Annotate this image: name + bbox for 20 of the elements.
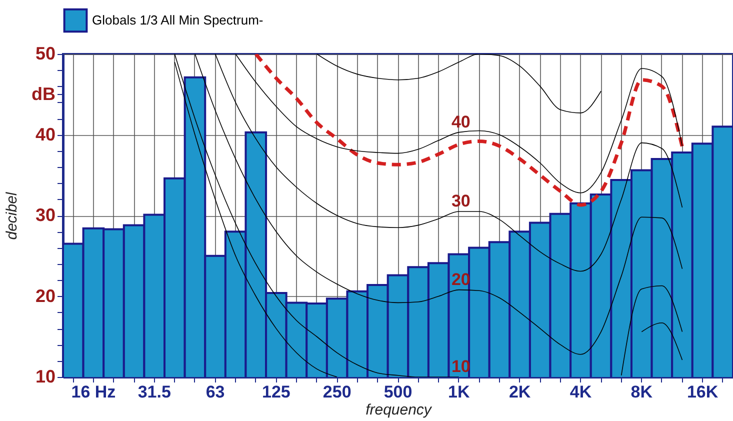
x-tick-label: 16K — [686, 382, 719, 402]
y-axis-title: decibel — [4, 192, 21, 240]
x-tick-label: 16 Hz — [71, 382, 116, 402]
x-tick-label: 500 — [384, 382, 412, 402]
y-tick-label: 40 — [35, 124, 56, 144]
y-tick-label: 20 — [35, 286, 56, 306]
x-tick-label: 31.5 — [138, 382, 171, 402]
x-tick-label: 125 — [262, 382, 290, 402]
x-tick-label: 1K — [448, 382, 470, 402]
x-tick-label: 250 — [322, 382, 352, 402]
x-axis-title: frequency — [366, 402, 433, 418]
y-tick-label: 30 — [35, 205, 56, 225]
y-tick-label: dB — [32, 84, 56, 104]
legend-label: Globals 1/3 All Min Spectrum- — [92, 12, 264, 28]
x-tick-label: 4K — [570, 382, 592, 402]
x-tick-label: 8K — [630, 382, 654, 402]
x-tick-label: 2K — [508, 382, 532, 402]
y-tick-label: 50 — [35, 44, 56, 64]
y-tick-label: 10 — [35, 366, 56, 386]
x-tick-label: 63 — [206, 382, 225, 402]
